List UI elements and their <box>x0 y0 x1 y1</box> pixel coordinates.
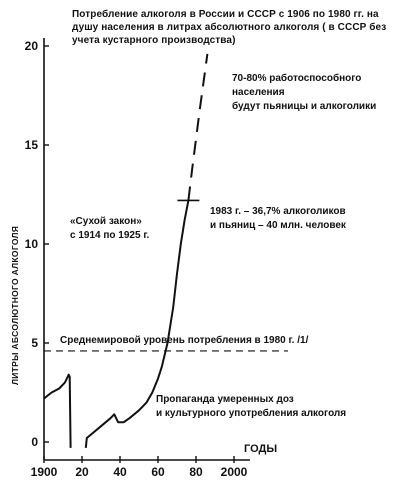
chart-axes <box>43 38 250 461</box>
annotation-propaganda-line1: Пропаганда умеренных доз <box>156 394 294 405</box>
annotation-dry-law-line1: «Сухой закон» <box>70 216 142 227</box>
annotation-dry-law: «Сухой закон» с 1914 по 1925 г. <box>70 215 149 243</box>
annotation-forecast-line1: 70-80% работоспособного населения <box>232 73 362 98</box>
annotation-dry-law-line2: с 1914 по 1925 г. <box>70 230 150 241</box>
y-tick-label: 10 <box>25 237 39 251</box>
y-tick-label: 20 <box>25 39 39 53</box>
series-group <box>43 53 209 449</box>
annotation-forecast: 70-80% работоспособного населения будут … <box>232 72 400 114</box>
annotation-propaganda: Пропаганда умеренных доз и культурного у… <box>156 393 346 421</box>
y-axis-label: ЛИТРЫ АБСОЛЮТНОГО АЛКОГОЛЯ <box>10 225 20 385</box>
annotation-reference-level: Среднемировой уровень потребления в 1980… <box>60 335 309 346</box>
x-tick-label: 40 <box>113 465 127 479</box>
annotation-1983-line2: и пьяниц – 40 млн. человек <box>210 220 346 231</box>
series-line-actual-0 <box>43 373 72 448</box>
annotation-1983-line1: 1983 г. – 36,7% алкоголиков <box>210 206 346 217</box>
x-tick-label: 20 <box>75 465 89 479</box>
y-tick-label: 15 <box>25 138 39 152</box>
x-tick-label: 1900 <box>31 465 58 479</box>
chart-title: Потребление алкоголя в России и СССР с 1… <box>72 9 387 46</box>
annotation-1983: 1983 г. – 36,7% алкоголиков и пьяниц – 4… <box>210 205 346 233</box>
series-line-forecast-0 <box>187 53 209 201</box>
annotation-propaganda-line2: и культурного употребления алкоголя <box>156 408 347 419</box>
chart-ticks: 1900 20 40 60 80 2000 0 5 10 15 20 <box>25 39 248 479</box>
y-tick-label: 0 <box>31 435 38 449</box>
x-tick-label: 80 <box>189 465 203 479</box>
y-tick-label: 5 <box>31 336 38 350</box>
x-tick-label: 2000 <box>221 465 248 479</box>
annotation-forecast-line2: будут пьяницы и алкоголики <box>232 101 377 112</box>
x-tick-label: 60 <box>151 465 165 479</box>
x-axis-label: ГОДЫ <box>244 443 277 455</box>
series-line-actual-1 <box>84 200 190 449</box>
